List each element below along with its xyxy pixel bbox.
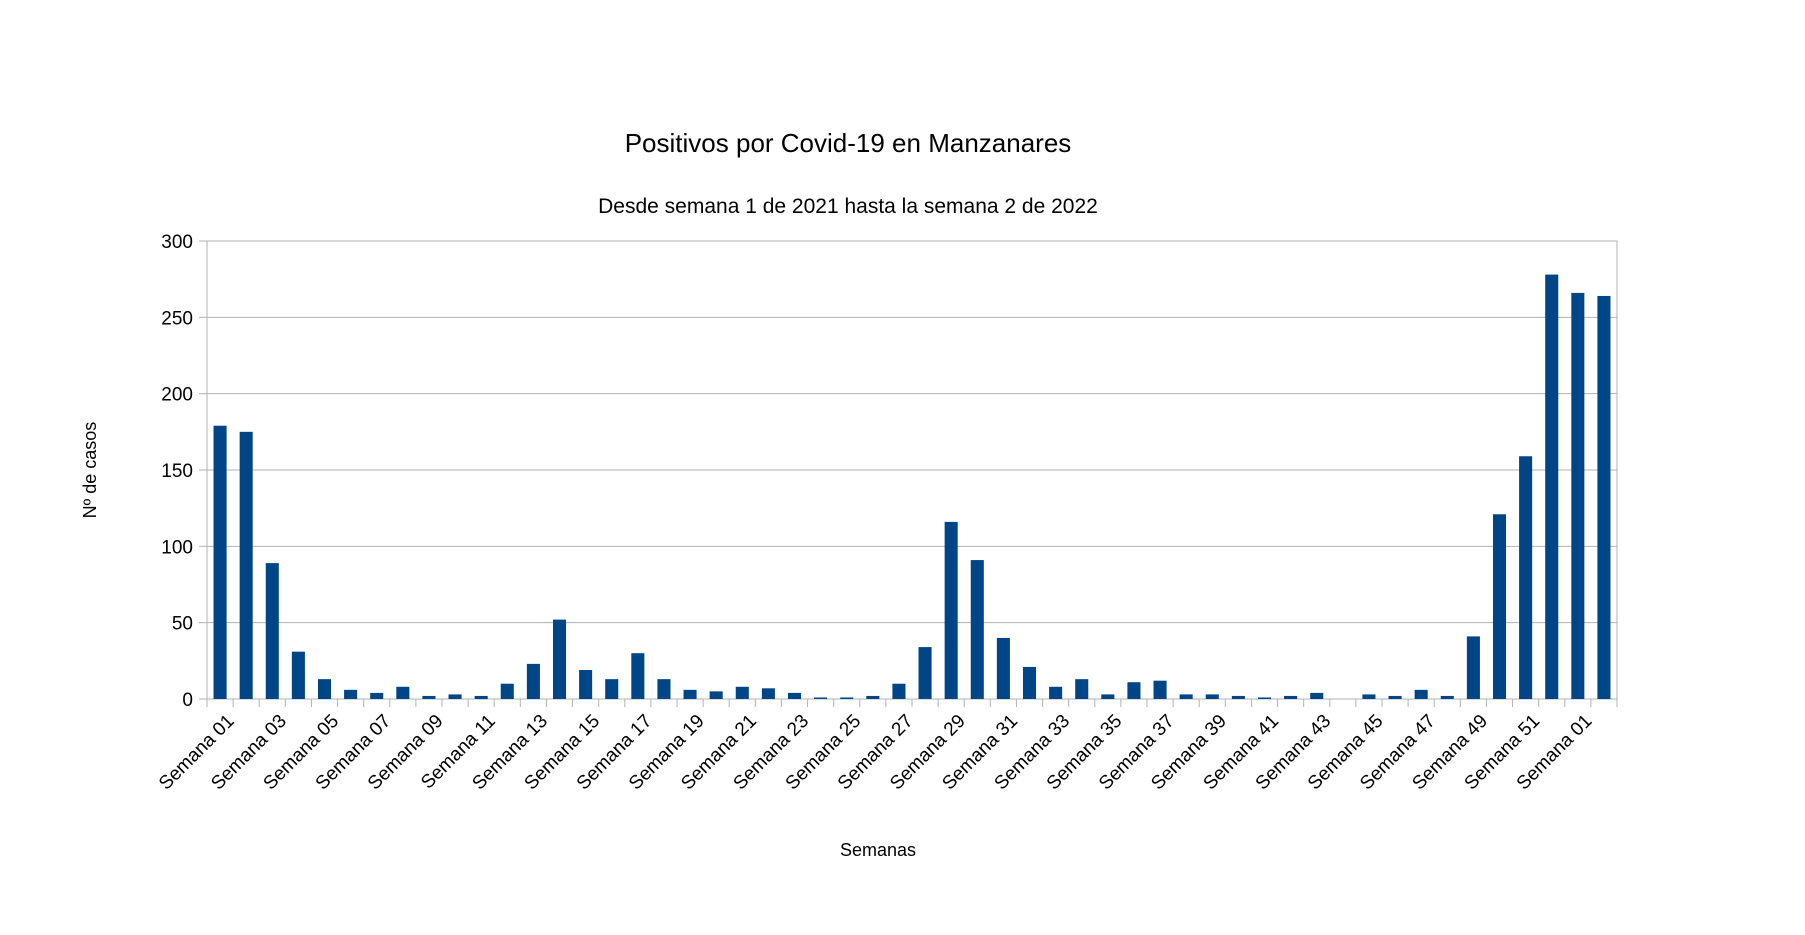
bar — [866, 695, 880, 699]
y-axis: 0 50 100 150 200 250 300 — [161, 232, 207, 711]
chart-subtitle: Desde semana 1 de 2021 hasta la semana 2… — [598, 195, 1098, 218]
bar — [1049, 686, 1063, 699]
bar — [1127, 682, 1141, 699]
grid-lines — [207, 240, 1617, 700]
bar — [631, 653, 645, 699]
bar — [1571, 292, 1585, 699]
bar — [1492, 514, 1507, 699]
bar — [370, 692, 384, 699]
bar — [579, 669, 593, 699]
bar — [1362, 694, 1376, 699]
bar — [970, 560, 984, 699]
bar — [918, 647, 932, 699]
bar — [1440, 695, 1454, 699]
bar — [709, 691, 723, 699]
bar — [840, 697, 854, 699]
chart-title: Positivos por Covid-19 en Manzanares — [625, 128, 1072, 158]
x-axis-title: Semanas — [840, 840, 916, 860]
bar — [265, 563, 279, 699]
bar — [657, 679, 671, 699]
y-tick-label: 200 — [161, 385, 193, 406]
bar — [735, 686, 749, 699]
bar — [291, 651, 305, 699]
bar — [474, 695, 488, 699]
bar — [1545, 274, 1559, 699]
bar — [1231, 695, 1245, 699]
bar — [1597, 295, 1611, 699]
bar — [1075, 679, 1089, 699]
bar — [1310, 692, 1324, 699]
bar — [1101, 694, 1115, 699]
bar — [1414, 689, 1428, 699]
y-tick-label: 50 — [172, 614, 193, 635]
bars — [213, 274, 1611, 699]
bar — [944, 521, 958, 699]
bar — [1388, 695, 1402, 699]
bar — [344, 689, 358, 699]
bar — [239, 431, 253, 699]
bar — [526, 663, 540, 699]
bar — [1153, 680, 1167, 699]
bar — [787, 692, 802, 699]
bar — [1466, 636, 1480, 699]
bar — [605, 679, 619, 699]
bar — [317, 679, 332, 699]
y-tick-label: 0 — [182, 690, 193, 711]
bar — [814, 697, 828, 699]
bar — [683, 689, 697, 699]
y-tick-label: 100 — [161, 537, 193, 558]
bar — [422, 695, 436, 699]
bar — [448, 694, 462, 699]
bar — [552, 619, 567, 699]
y-tick-label: 150 — [161, 461, 193, 482]
bar — [1284, 695, 1298, 699]
y-tick-label: 300 — [161, 232, 193, 253]
y-axis-title: Nº de casos — [80, 422, 100, 519]
bar — [396, 686, 410, 699]
bar — [996, 637, 1010, 699]
bar — [892, 683, 906, 699]
bar — [1022, 666, 1037, 699]
bar — [1179, 694, 1193, 699]
bar — [761, 688, 775, 699]
bar — [1205, 694, 1219, 699]
bar — [500, 683, 514, 699]
bar — [1257, 697, 1272, 699]
bar — [1519, 456, 1533, 699]
bar — [213, 425, 227, 699]
y-tick-label: 250 — [161, 308, 193, 329]
